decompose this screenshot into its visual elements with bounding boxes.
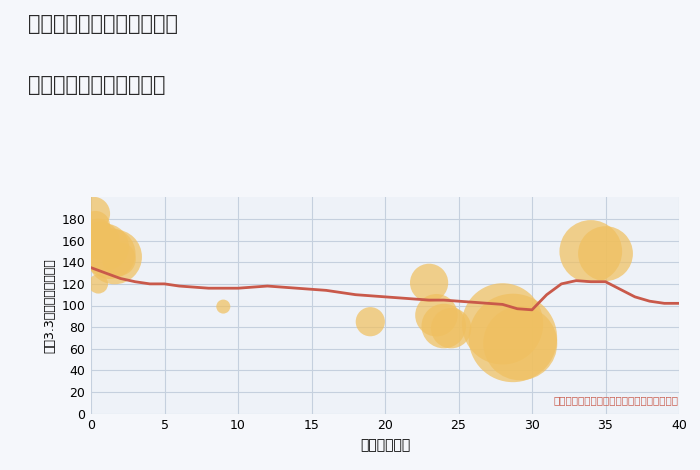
Point xyxy=(365,318,376,326)
Point xyxy=(508,334,519,342)
Point xyxy=(109,253,120,260)
Point xyxy=(218,303,229,310)
Point xyxy=(113,255,125,263)
Point xyxy=(92,228,104,236)
Point xyxy=(100,243,111,251)
Point xyxy=(431,312,442,319)
Point xyxy=(90,222,101,229)
Point xyxy=(438,322,449,330)
Point xyxy=(88,210,99,218)
Point xyxy=(95,237,106,244)
Point xyxy=(600,250,611,258)
Point xyxy=(585,248,596,255)
Text: 神奈川県茅ヶ崎市常盤町の: 神奈川県茅ヶ崎市常盤町の xyxy=(28,14,178,34)
Point xyxy=(497,320,508,328)
Point xyxy=(446,324,457,332)
Point xyxy=(514,339,526,347)
Point xyxy=(424,279,435,287)
Y-axis label: 坪（3.3㎡）単価（万円）: 坪（3.3㎡）単価（万円） xyxy=(43,258,56,353)
Text: 築年数別中古戸建て価格: 築年数別中古戸建て価格 xyxy=(28,75,165,95)
Text: 円の大きさは、取引のあった物件面積を示す: 円の大きさは、取引のあった物件面積を示す xyxy=(554,395,679,405)
Point xyxy=(92,280,104,288)
Point xyxy=(98,240,109,248)
Point xyxy=(104,250,116,258)
X-axis label: 築年数（年）: 築年数（年） xyxy=(360,438,410,452)
